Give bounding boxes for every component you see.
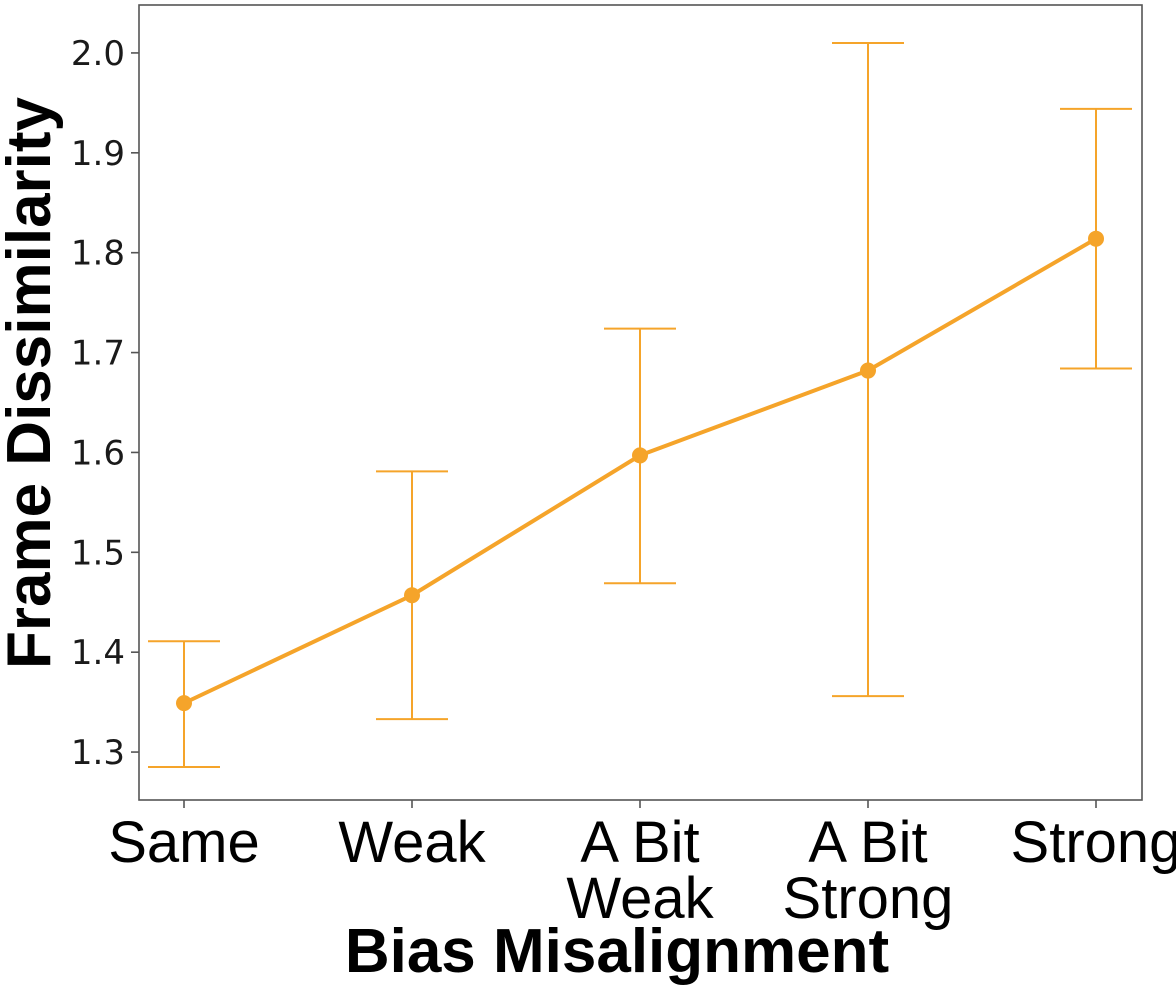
y-tick-label: 1.7: [71, 334, 125, 374]
x-tick-label: Strong: [1011, 810, 1176, 875]
x-tick-label: Weak: [338, 810, 486, 875]
y-axis-title: Frame Dissimilarity: [0, 96, 64, 669]
y-axis: 1.3 1.4 1.5 1.6 1.7 1.8 1.9 2.0: [71, 34, 139, 773]
plot-content: [148, 41, 1132, 769]
y-tick-label: 1.3: [71, 733, 125, 773]
x-tick-label: A Bit: [580, 810, 699, 875]
x-tick-label: Same: [108, 810, 260, 875]
x-tick-label: Strong: [783, 866, 954, 931]
x-axis-title: Bias Misalignment: [345, 917, 889, 986]
data-point: [1088, 230, 1104, 247]
x-tick-label: Weak: [566, 866, 714, 931]
x-tick-label: A Bit: [808, 810, 927, 875]
y-tick-label: 1.8: [71, 234, 125, 274]
data-point: [860, 362, 876, 379]
data-point: [176, 695, 192, 712]
y-tick-label: 1.4: [71, 633, 125, 673]
y-tick-label: 2.0: [71, 34, 125, 74]
data-point: [404, 587, 420, 604]
y-tick-label: 1.9: [71, 134, 125, 174]
data-point: [632, 447, 648, 464]
y-tick-label: 1.5: [71, 533, 125, 573]
y-tick-label: 1.6: [71, 433, 125, 473]
